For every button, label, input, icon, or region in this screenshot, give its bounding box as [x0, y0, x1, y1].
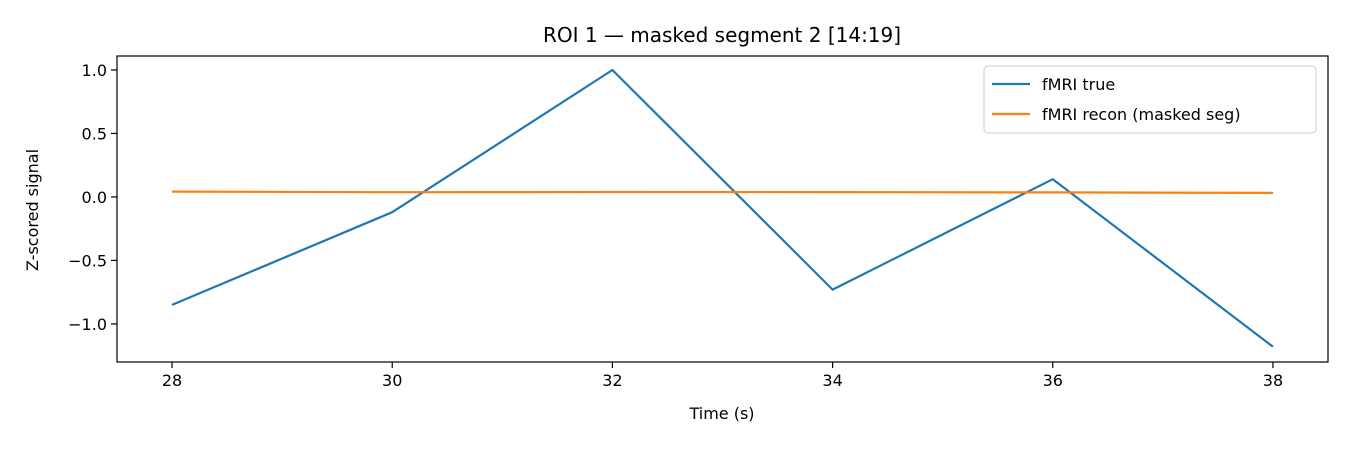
x-tick-label: 38: [1263, 371, 1283, 390]
y-tick-label: −1.0: [68, 315, 107, 334]
legend-label-2: fMRI recon (masked seg): [1042, 105, 1241, 124]
legend-label-1: fMRI true: [1042, 75, 1115, 94]
x-tick-label: 30: [382, 371, 402, 390]
series-line-1: [171, 68, 1274, 348]
x-tick-label: 32: [602, 371, 622, 390]
y-tick-label: −0.5: [68, 251, 107, 270]
y-tick-label: 0.0: [82, 188, 107, 207]
chart-title: ROI 1 — masked segment 2 [14:19]: [543, 23, 901, 47]
x-tick-label: 28: [162, 371, 182, 390]
y-tick-label: 1.0: [82, 61, 107, 80]
y-tick-label: 0.5: [82, 124, 107, 143]
series-line-2: [171, 190, 1274, 194]
x-tick-label: 36: [1043, 371, 1063, 390]
legend-box: [983, 65, 1317, 134]
x-tick-label: 34: [822, 371, 842, 390]
x-axis-label: Time (s): [688, 404, 754, 423]
legend: fMRI true fMRI recon (masked seg): [983, 65, 1317, 134]
plot-frame: [116, 55, 1329, 363]
y-axis-label: Z-scored signal: [23, 149, 42, 271]
